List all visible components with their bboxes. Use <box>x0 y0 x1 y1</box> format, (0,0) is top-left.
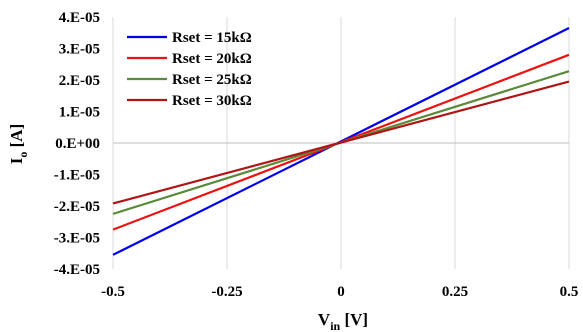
y-axis-title-unit: [A] <box>7 124 26 148</box>
x-tick-label: 0 <box>337 284 345 300</box>
x-axis-title-unit: [V] <box>344 310 368 329</box>
y-tick-label: 2.E-05 <box>59 73 100 89</box>
series-line-4 <box>112 80 570 205</box>
x-tick-label: -0.25 <box>211 284 242 300</box>
x-tick-label: 0.5 <box>560 284 579 300</box>
y-axis-title: Io [A] <box>7 124 30 164</box>
x-tick-labels: -0.5 -0.25 0 0.25 0.5 <box>101 284 578 300</box>
y-tick-labels: 4.E-05 3.E-05 2.E-05 1.E-05 0.E+00 -1.E-05 -2.… <box>54 10 100 278</box>
y-tick-label: 3.E-05 <box>59 42 100 58</box>
legend-label-3: Rset = 25kΩ <box>172 72 252 88</box>
legend-label-1: Rset = 15kΩ <box>172 30 252 46</box>
x-tick-label: -0.5 <box>101 284 125 300</box>
legend-label-4: Rset = 30kΩ <box>172 93 252 109</box>
x-axis-title-sub: in <box>330 319 340 332</box>
y-tick-label: 0.E+00 <box>55 136 100 152</box>
y-tick-label: -1.E-05 <box>54 168 100 184</box>
y-tick-label: 4.E-05 <box>59 10 100 26</box>
x-tick-label: 0.25 <box>442 284 468 300</box>
y-tick-label: -2.E-05 <box>54 199 100 215</box>
x-axis-title-main: V <box>318 310 331 329</box>
y-axis-title-main: I <box>7 157 26 164</box>
legend-label-2: Rset = 20kΩ <box>172 51 252 67</box>
y-tick-label: 1.E-05 <box>59 105 100 121</box>
y-tick-label: -3.E-05 <box>54 231 100 247</box>
x-axis-title: Vin [V] <box>318 310 368 332</box>
y-tick-label: -4.E-05 <box>54 262 100 278</box>
y-axis-title-sub: o <box>16 152 30 158</box>
series-lines <box>112 27 570 256</box>
legend: Rset = 15kΩ Rset = 20kΩ Rset = 25kΩ Rset = … <box>127 30 252 109</box>
